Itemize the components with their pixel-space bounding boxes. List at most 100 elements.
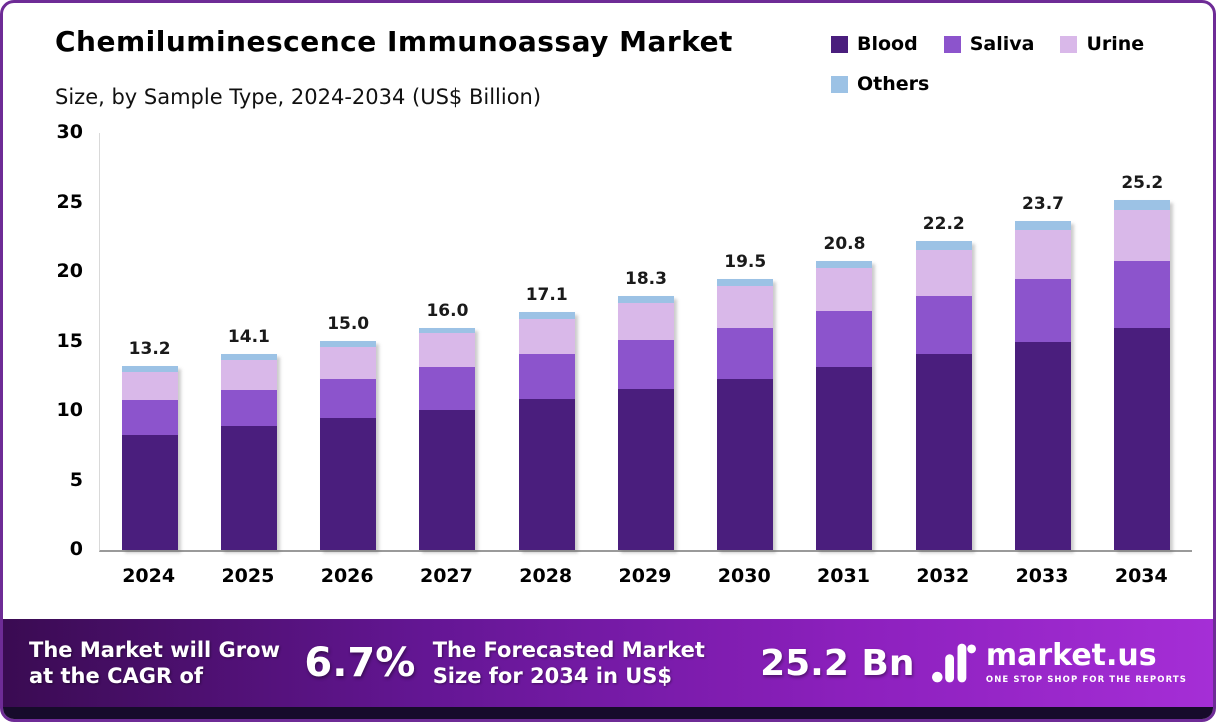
total-label: 25.2	[1121, 172, 1164, 193]
bar-segment-blood	[320, 417, 377, 550]
total-label: 13.2	[128, 339, 171, 360]
bar-segment-saliva	[419, 366, 476, 410]
bar-segment-saliva	[518, 354, 575, 399]
bar-column-2029: 18.3	[596, 269, 695, 550]
bar-segment-others	[419, 327, 476, 334]
bar-segment-others	[220, 354, 277, 360]
legend-item-blood: Blood	[831, 33, 918, 55]
chart-title: Chemiluminescence Immunoassay Market	[55, 25, 733, 58]
bar-segment-saliva	[717, 327, 774, 379]
bar-segment-others	[717, 278, 774, 286]
bar-segment-urine	[419, 333, 476, 367]
bar-segment-saliva	[220, 390, 277, 427]
bar-segment-others	[1114, 199, 1171, 210]
legend-item-others: Others	[831, 73, 929, 95]
bar-segment-urine	[518, 319, 575, 354]
legend-item-urine: Urine	[1060, 33, 1144, 55]
legend: Blood Saliva Urine Others	[831, 33, 1209, 95]
year-label: 2033	[1015, 565, 1069, 587]
bar-column-2034: 25.2	[1093, 173, 1192, 550]
year-label: 2025	[221, 565, 275, 587]
bar-segment-urine	[1015, 230, 1072, 279]
year-label: 2029	[618, 565, 672, 587]
bar-segment-saliva	[915, 295, 972, 354]
legend-swatch	[831, 75, 848, 93]
bar-segment-blood	[717, 379, 774, 550]
bar-segment-saliva	[320, 379, 377, 418]
year-label: 2032	[916, 565, 970, 587]
bar-segment-blood	[1114, 327, 1171, 550]
market-us-logo-icon	[931, 642, 976, 684]
brand-logo: market.us ONE STOP SHOP FOR THE REPORTS	[931, 638, 1187, 686]
stacked-bar	[915, 241, 972, 550]
bar-segment-blood	[220, 426, 277, 550]
bar-segment-saliva	[816, 310, 873, 367]
legend-swatch	[831, 35, 848, 53]
total-label: 16.0	[426, 300, 469, 321]
bar-column-2025: 14.1	[199, 327, 298, 550]
total-label: 15.0	[327, 314, 370, 335]
bar-segment-blood	[419, 409, 476, 550]
stacked-bar	[617, 295, 674, 550]
stacked-bar	[220, 354, 277, 550]
legend-swatch	[1060, 35, 1078, 53]
bar-segment-urine	[320, 347, 377, 380]
total-label: 23.7	[1022, 193, 1064, 214]
year-label: 2030	[717, 565, 771, 587]
brand-tagline: ONE STOP SHOP FOR THE REPORTS	[985, 675, 1187, 685]
bar-segment-others	[617, 295, 674, 303]
bar-segment-urine	[816, 267, 873, 311]
bar-segment-saliva	[121, 399, 178, 435]
year-label: 2026	[320, 565, 374, 587]
bar-column-2024: 13.2	[100, 339, 199, 550]
bar-segment-blood	[518, 398, 575, 550]
legend-label: Others	[857, 73, 930, 95]
y-tick-label: 25	[56, 190, 83, 213]
brand-text: market.us ONE STOP SHOP FOR THE REPORTS	[985, 638, 1187, 686]
cagr-label: The Market will Grow at the CAGR of	[29, 637, 280, 688]
legend-item-saliva: Saliva	[943, 33, 1034, 55]
year-label: 2034	[1114, 565, 1168, 587]
bar-column-2031: 20.8	[795, 234, 894, 550]
bar-column-2032: 22.2	[894, 214, 993, 550]
plot-area: 13.2 14.1 15.0 16.0 17.1 18.3 19.5 20.8 22.2 23.7…	[99, 133, 1192, 552]
total-label: 22.2	[922, 214, 965, 235]
total-label: 14.1	[227, 327, 270, 348]
y-tick-label: 0	[69, 538, 83, 560]
footer-bottom-strip	[3, 707, 1213, 719]
bar-column-2033: 23.7	[993, 194, 1092, 550]
bar-segment-blood	[1015, 341, 1072, 550]
bar-segment-others	[518, 312, 575, 320]
forecast-label: The Forecasted Market Size for 2034 in U…	[432, 637, 705, 688]
chart-subtitle: Size, by Sample Type, 2024-2034 (US$ Bil…	[55, 85, 542, 109]
brand-name: market.us	[985, 638, 1157, 673]
stacked-bar	[419, 327, 476, 550]
y-tick-label: 10	[56, 399, 83, 421]
footer-banner: The Market will Grow at the CAGR of 6.7%…	[3, 619, 1213, 707]
bar-segment-urine	[915, 249, 972, 296]
stacked-bar	[320, 341, 377, 550]
total-label: 19.5	[724, 251, 767, 272]
bar-segment-others	[121, 366, 178, 373]
bar-segment-others	[1015, 220, 1072, 231]
y-tick-label: 15	[56, 329, 83, 352]
y-tick-label: 5	[69, 468, 83, 491]
legend-label: Urine	[1086, 33, 1145, 55]
stacked-bar	[518, 312, 575, 550]
bar-segment-urine	[220, 359, 277, 391]
cagr-value: 6.7%	[304, 640, 416, 686]
total-label: 20.8	[823, 233, 866, 254]
total-label: 18.3	[624, 268, 667, 289]
bar-segment-urine	[617, 302, 674, 341]
bar-segment-saliva	[1114, 260, 1171, 328]
bar-column-2028: 17.1	[497, 285, 596, 550]
bar-segment-blood	[915, 354, 972, 550]
bar-segment-blood	[121, 434, 178, 550]
y-tick-label: 20	[56, 260, 83, 282]
bar-column-2027: 16.0	[398, 301, 497, 550]
year-label: 2024	[122, 565, 176, 587]
bar-segment-others	[915, 241, 972, 250]
year-label: 2028	[519, 565, 573, 587]
stacked-bar	[1114, 199, 1171, 550]
